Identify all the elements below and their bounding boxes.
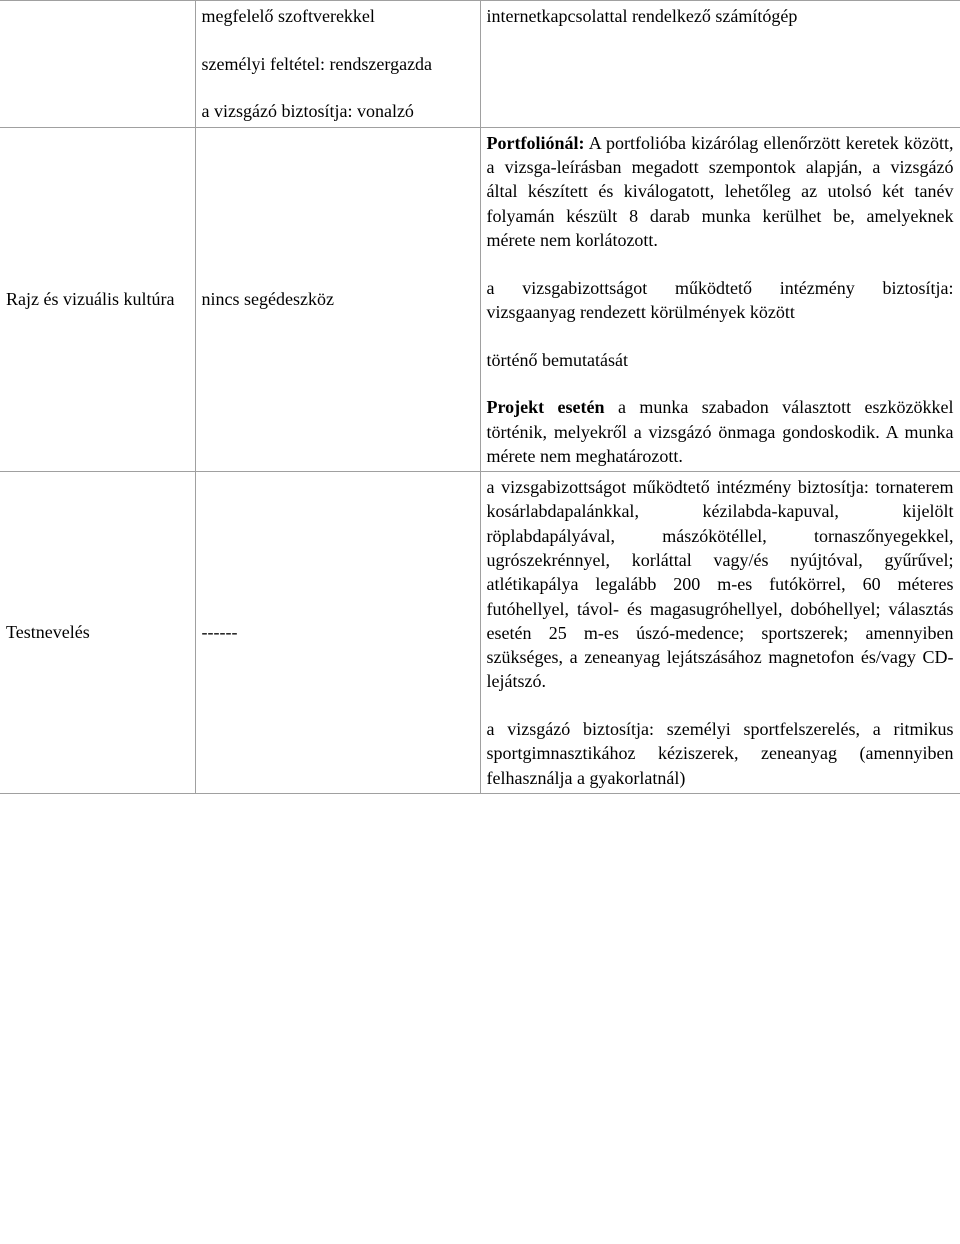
bold-label: Projekt esetén — [487, 397, 605, 417]
col3-paragraph: a vizsgabizottságot működtető intézmény … — [487, 475, 954, 694]
requirements-table: megfelelő szoftverekkel személyi feltéte… — [0, 0, 960, 794]
table-row: Testnevelés ------ a vizsgabizottságot m… — [0, 472, 960, 794]
subject-text: Testnevelés — [6, 622, 90, 642]
col3-paragraph: Portfoliónál: A portfolióba kizárólag el… — [487, 131, 954, 252]
cell-col2: megfelelő szoftverekkel személyi feltéte… — [195, 1, 480, 128]
col3-paragraph: a vizsgázó biztosítja: személyi sportfel… — [487, 717, 954, 790]
cell-col3: internetkapcsolattal rendelkező számítóg… — [480, 1, 960, 128]
cell-col2: nincs segédeszköz — [195, 127, 480, 471]
table-row: Rajz és vizuális kultúra nincs segédeszk… — [0, 127, 960, 471]
cell-subject: Testnevelés — [0, 472, 195, 794]
cell-col2: ------ — [195, 472, 480, 794]
col2-text: megfelelő szoftverekkel — [202, 4, 474, 28]
subject-text: Rajz és vizuális kultúra — [6, 289, 174, 309]
col2-text: ------ — [202, 622, 238, 642]
cell-subject: Rajz és vizuális kultúra — [0, 127, 195, 471]
cell-col3: Portfoliónál: A portfolióba kizárólag el… — [480, 127, 960, 471]
col2-text: nincs segédeszköz — [202, 289, 334, 309]
col3-paragraph: a vizsgabizottságot működtető intézmény … — [487, 276, 954, 325]
col3-paragraph: Projekt esetén a munka szabadon választo… — [487, 395, 954, 468]
col3-paragraph: történő bemutatását — [487, 348, 954, 372]
col3-text: internetkapcsolattal rendelkező számítóg… — [487, 6, 798, 26]
cell-col3: a vizsgabizottságot működtető intézmény … — [480, 472, 960, 794]
bold-label: Portfoliónál: — [487, 133, 585, 153]
table-row: megfelelő szoftverekkel személyi feltéte… — [0, 1, 960, 128]
col2-text: a vizsgázó biztosítja: vonalzó — [202, 99, 474, 123]
col2-text: személyi feltétel: rendszergazda — [202, 52, 474, 76]
cell-subject — [0, 1, 195, 128]
